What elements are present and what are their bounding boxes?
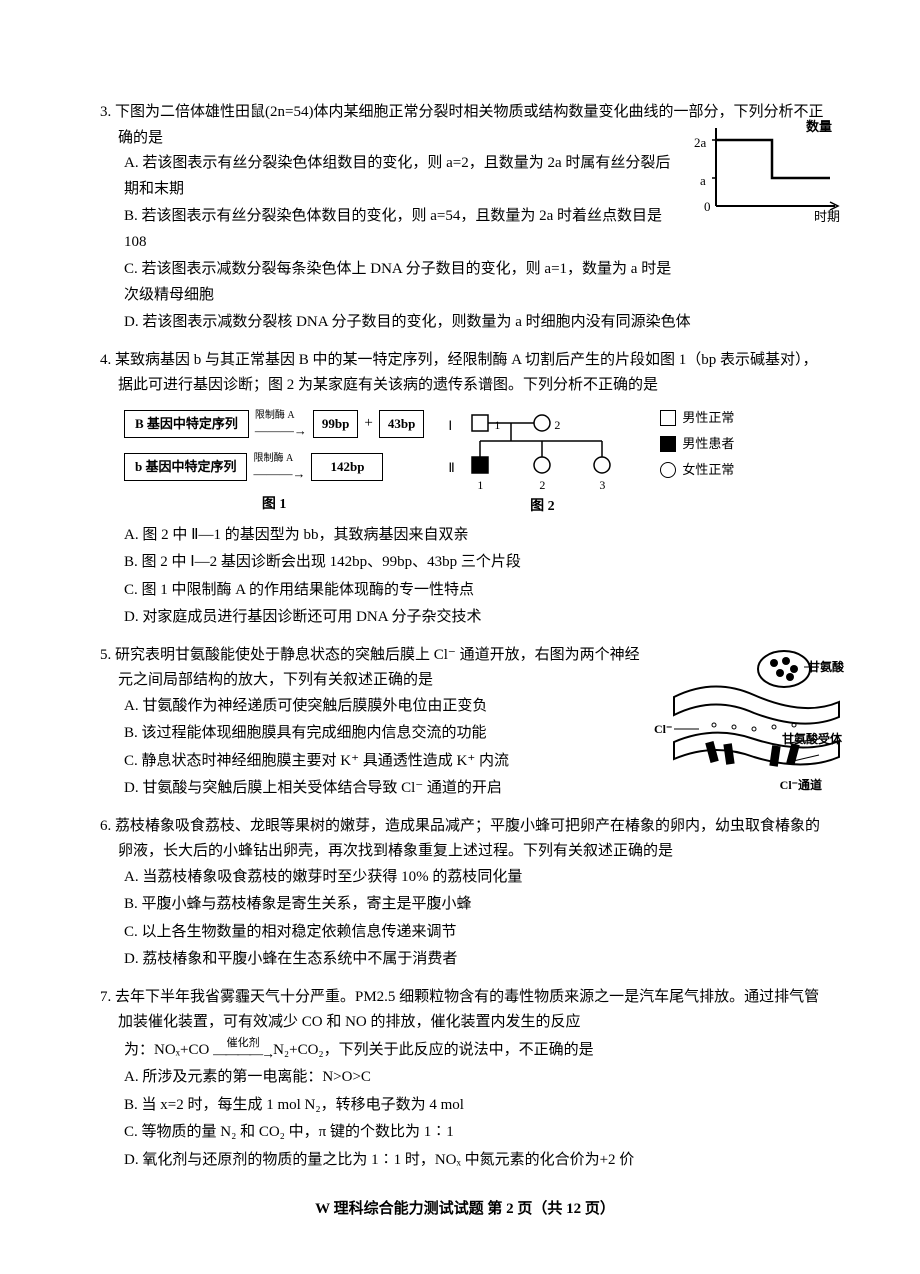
q4-option-a: A. 图 2 中 Ⅱ—1 的基因型为 bb，其致病基因来自双亲 xyxy=(124,523,830,549)
q5-option-c: C. 静息状态时神经细胞膜主要对 K⁺ 具通透性造成 K⁺ 内流 xyxy=(124,749,650,775)
q4-option-b: B. 图 2 中 Ⅰ—2 基因诊断会出现 142bp、99bp、43bp 三个片… xyxy=(124,550,830,576)
q5-diagram: 甘氨酸 Cl⁻ 甘氨酸受体 Cl⁻通道 xyxy=(654,647,844,807)
q6-option-c: C. 以上各生物数量的相对稳定依赖信息传递来调节 xyxy=(124,920,830,946)
question-7: 7. 去年下半年我省雾霾天气十分严重。PM2.5 细颗粒物含有的毒性物质来源之一… xyxy=(100,985,830,1174)
q6-options: A. 当荔枝椿象吸食荔枝的嫩芽时至少获得 10% 的荔枝同化量 B. 平腹小蜂与… xyxy=(100,865,830,973)
q7-option-c: C. 等物质的量 N₂ 和 CO₂ 中，π 键的个数比为 1∶1 xyxy=(124,1120,830,1146)
q3-option-c: C. 若该图表示减数分裂每条染色体上 DNA 分子数目的变化，则 a=1，数量为… xyxy=(124,257,680,308)
q7-stem: 7. 去年下半年我省雾霾天气十分严重。PM2.5 细颗粒物含有的毒性物质来源之一… xyxy=(100,985,830,1036)
q4-options: A. 图 2 中 Ⅱ—1 的基因型为 bb，其致病基因来自双亲 B. 图 2 中… xyxy=(100,523,830,631)
q6-option-a: A. 当荔枝椿象吸食荔枝的嫩芽时至少获得 10% 的荔枝同化量 xyxy=(124,865,830,891)
q7-reaction: 为：NOₓ+CO 催化剂 ————→ N₂+CO₂，下列关于此反应的说法中，不正… xyxy=(100,1038,830,1064)
q3-option-b: B. 若该图表示有丝分裂染色体数目的变化，则 a=54，且数量为 2a 时着丝点… xyxy=(124,204,680,255)
q5-option-b: B. 该过程能体现细胞膜具有完成细胞内信息交流的功能 xyxy=(124,721,650,747)
q6-option-d: D. 荔枝椿象和平腹小蜂在生态系统中不属于消费者 xyxy=(124,947,830,973)
q7-option-a: A. 所涉及元素的第一电离能：N>O>C xyxy=(124,1065,830,1091)
question-4: 4. 某致病基因 b 与其正常基因 B 中的某一特定序列，经限制酶 A 切割后产… xyxy=(100,348,830,631)
q7-option-b: B. 当 x=2 时，每生成 1 mol N₂，转移电子数为 4 mol xyxy=(124,1093,830,1119)
question-3: 3. 下图为二倍体雄性田鼠(2n=54)体内某细胞正常分裂时相关物质或结构数量变… xyxy=(100,100,830,336)
q6-stem: 6. 荔枝椿象吸食荔枝、龙眼等果树的嫩芽，造成果品减产；平腹小蜂可把卵产在椿象的… xyxy=(100,814,830,865)
q4-fig1: B 基因中特定序列 限制酶 A———→ 99bp + 43bp b 基因中特定序… xyxy=(124,407,424,517)
q3-options2: D. 若该图表示减数分裂核 DNA 分子数目的变化，则数量为 a 时细胞内没有同… xyxy=(100,310,830,336)
q5-option-d: D. 甘氨酸与突触后膜上相关受体结合导致 Cl⁻ 通道的开启 xyxy=(124,776,650,802)
question-6: 6. 荔枝椿象吸食荔枝、龙眼等果树的嫩芽，造成果品减产；平腹小蜂可把卵产在椿象的… xyxy=(100,814,830,973)
q7-option-d: D. 氧化剂与还原剂的物质的量之比为 1∶1 时，NOₓ 中氮元素的化合价为+2… xyxy=(124,1148,830,1174)
page-footer: W 理科综合能力测试试题 第 2 页（共 12 页） xyxy=(100,1197,830,1223)
q3-ylabel: 数量 xyxy=(806,116,832,138)
q3-xlabel: 时期 xyxy=(814,206,840,228)
q4-stem: 4. 某致病基因 b 与其正常基因 B 中的某一特定序列，经限制酶 A 切割后产… xyxy=(100,348,830,399)
q7-options: A. 所涉及元素的第一电离能：N>O>C B. 当 x=2 时，每生成 1 mo… xyxy=(100,1065,830,1173)
q3-y2a: 2a xyxy=(694,132,706,154)
q3-option-d: D. 若该图表示减数分裂核 DNA 分子数目的变化，则数量为 a 时细胞内没有同… xyxy=(124,310,830,336)
q3-origin: 0 xyxy=(704,196,711,218)
q3-chart: 数量 2a a 0 时期 xyxy=(690,118,840,228)
q6-option-b: B. 平腹小蜂与荔枝椿象是寄生关系，寄主是平腹小蜂 xyxy=(124,892,830,918)
q5-option-a: A. 甘氨酸作为神经递质可使突触后膜膜外电位由正变负 xyxy=(124,694,650,720)
q4-figures: B 基因中特定序列 限制酶 A———→ 99bp + 43bp b 基因中特定序… xyxy=(100,407,830,517)
q3-option-a: A. 若该图表示有丝分裂染色体组数目的变化，则 a=2，且数量为 2a 时属有丝… xyxy=(124,151,680,202)
q4-legend: 男性正常 男性患者 女性正常 xyxy=(660,407,734,485)
reaction-arrow: 催化剂 ————→ xyxy=(213,1039,273,1061)
q3-ya: a xyxy=(700,170,706,192)
q4-fig2: Ⅰ Ⅱ 1 2 1 2 3 图 2 xyxy=(442,407,642,517)
q4-option-d: D. 对家庭成员进行基因诊断还可用 DNA 分子杂交技术 xyxy=(124,605,830,631)
question-5: 5. 研究表明甘氨酸能使处于静息状态的突触后膜上 Cl⁻ 通道开放，右图为两个神… xyxy=(100,643,830,802)
q4-option-c: C. 图 1 中限制酶 A 的作用结果能体现酶的专一性特点 xyxy=(124,578,830,604)
